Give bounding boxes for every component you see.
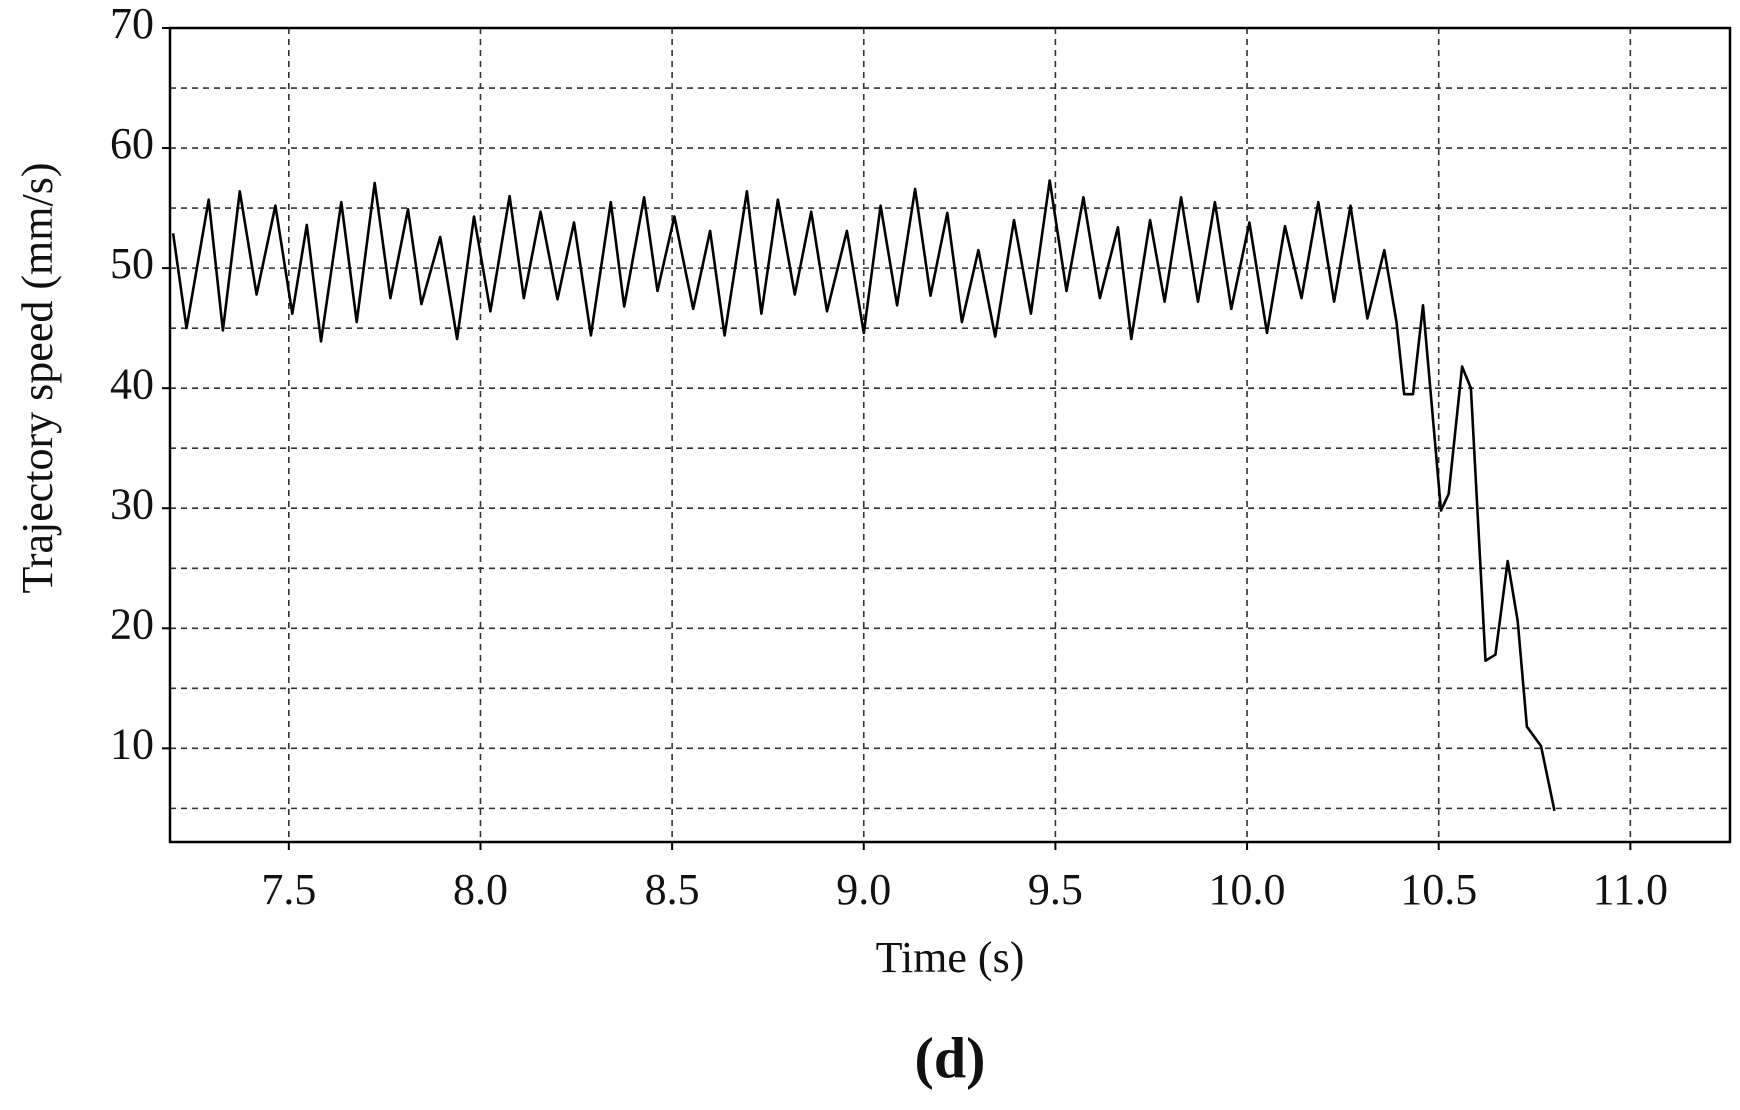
data-line: [171, 179, 1556, 812]
plot-frame: [168, 26, 1732, 844]
y-tick-label: 10: [110, 719, 154, 768]
y-tick-label: 70: [110, 0, 154, 48]
y-tick-label: 60: [110, 119, 154, 168]
y-axis-label: Trajectory speed (mm/s): [13, 163, 62, 594]
x-tick-label: 11.0: [1593, 865, 1668, 914]
y-tick-label: 30: [110, 479, 154, 528]
x-tick-label: 10.5: [1400, 865, 1477, 914]
x-axis-label: Time (s): [876, 933, 1025, 982]
x-tick-label: 9.0: [836, 865, 891, 914]
x-tick-label: 10.0: [1209, 865, 1286, 914]
chart-title: (d): [915, 1025, 986, 1090]
x-tick-label: 8.0: [453, 865, 508, 914]
x-tick-label: 8.5: [645, 865, 700, 914]
y-tick-label: 50: [110, 239, 154, 288]
y-tick-label: 20: [110, 599, 154, 648]
y-tick-label: 40: [110, 359, 154, 408]
x-tick-label: 7.5: [261, 865, 316, 914]
x-tick-label: 9.5: [1028, 865, 1083, 914]
